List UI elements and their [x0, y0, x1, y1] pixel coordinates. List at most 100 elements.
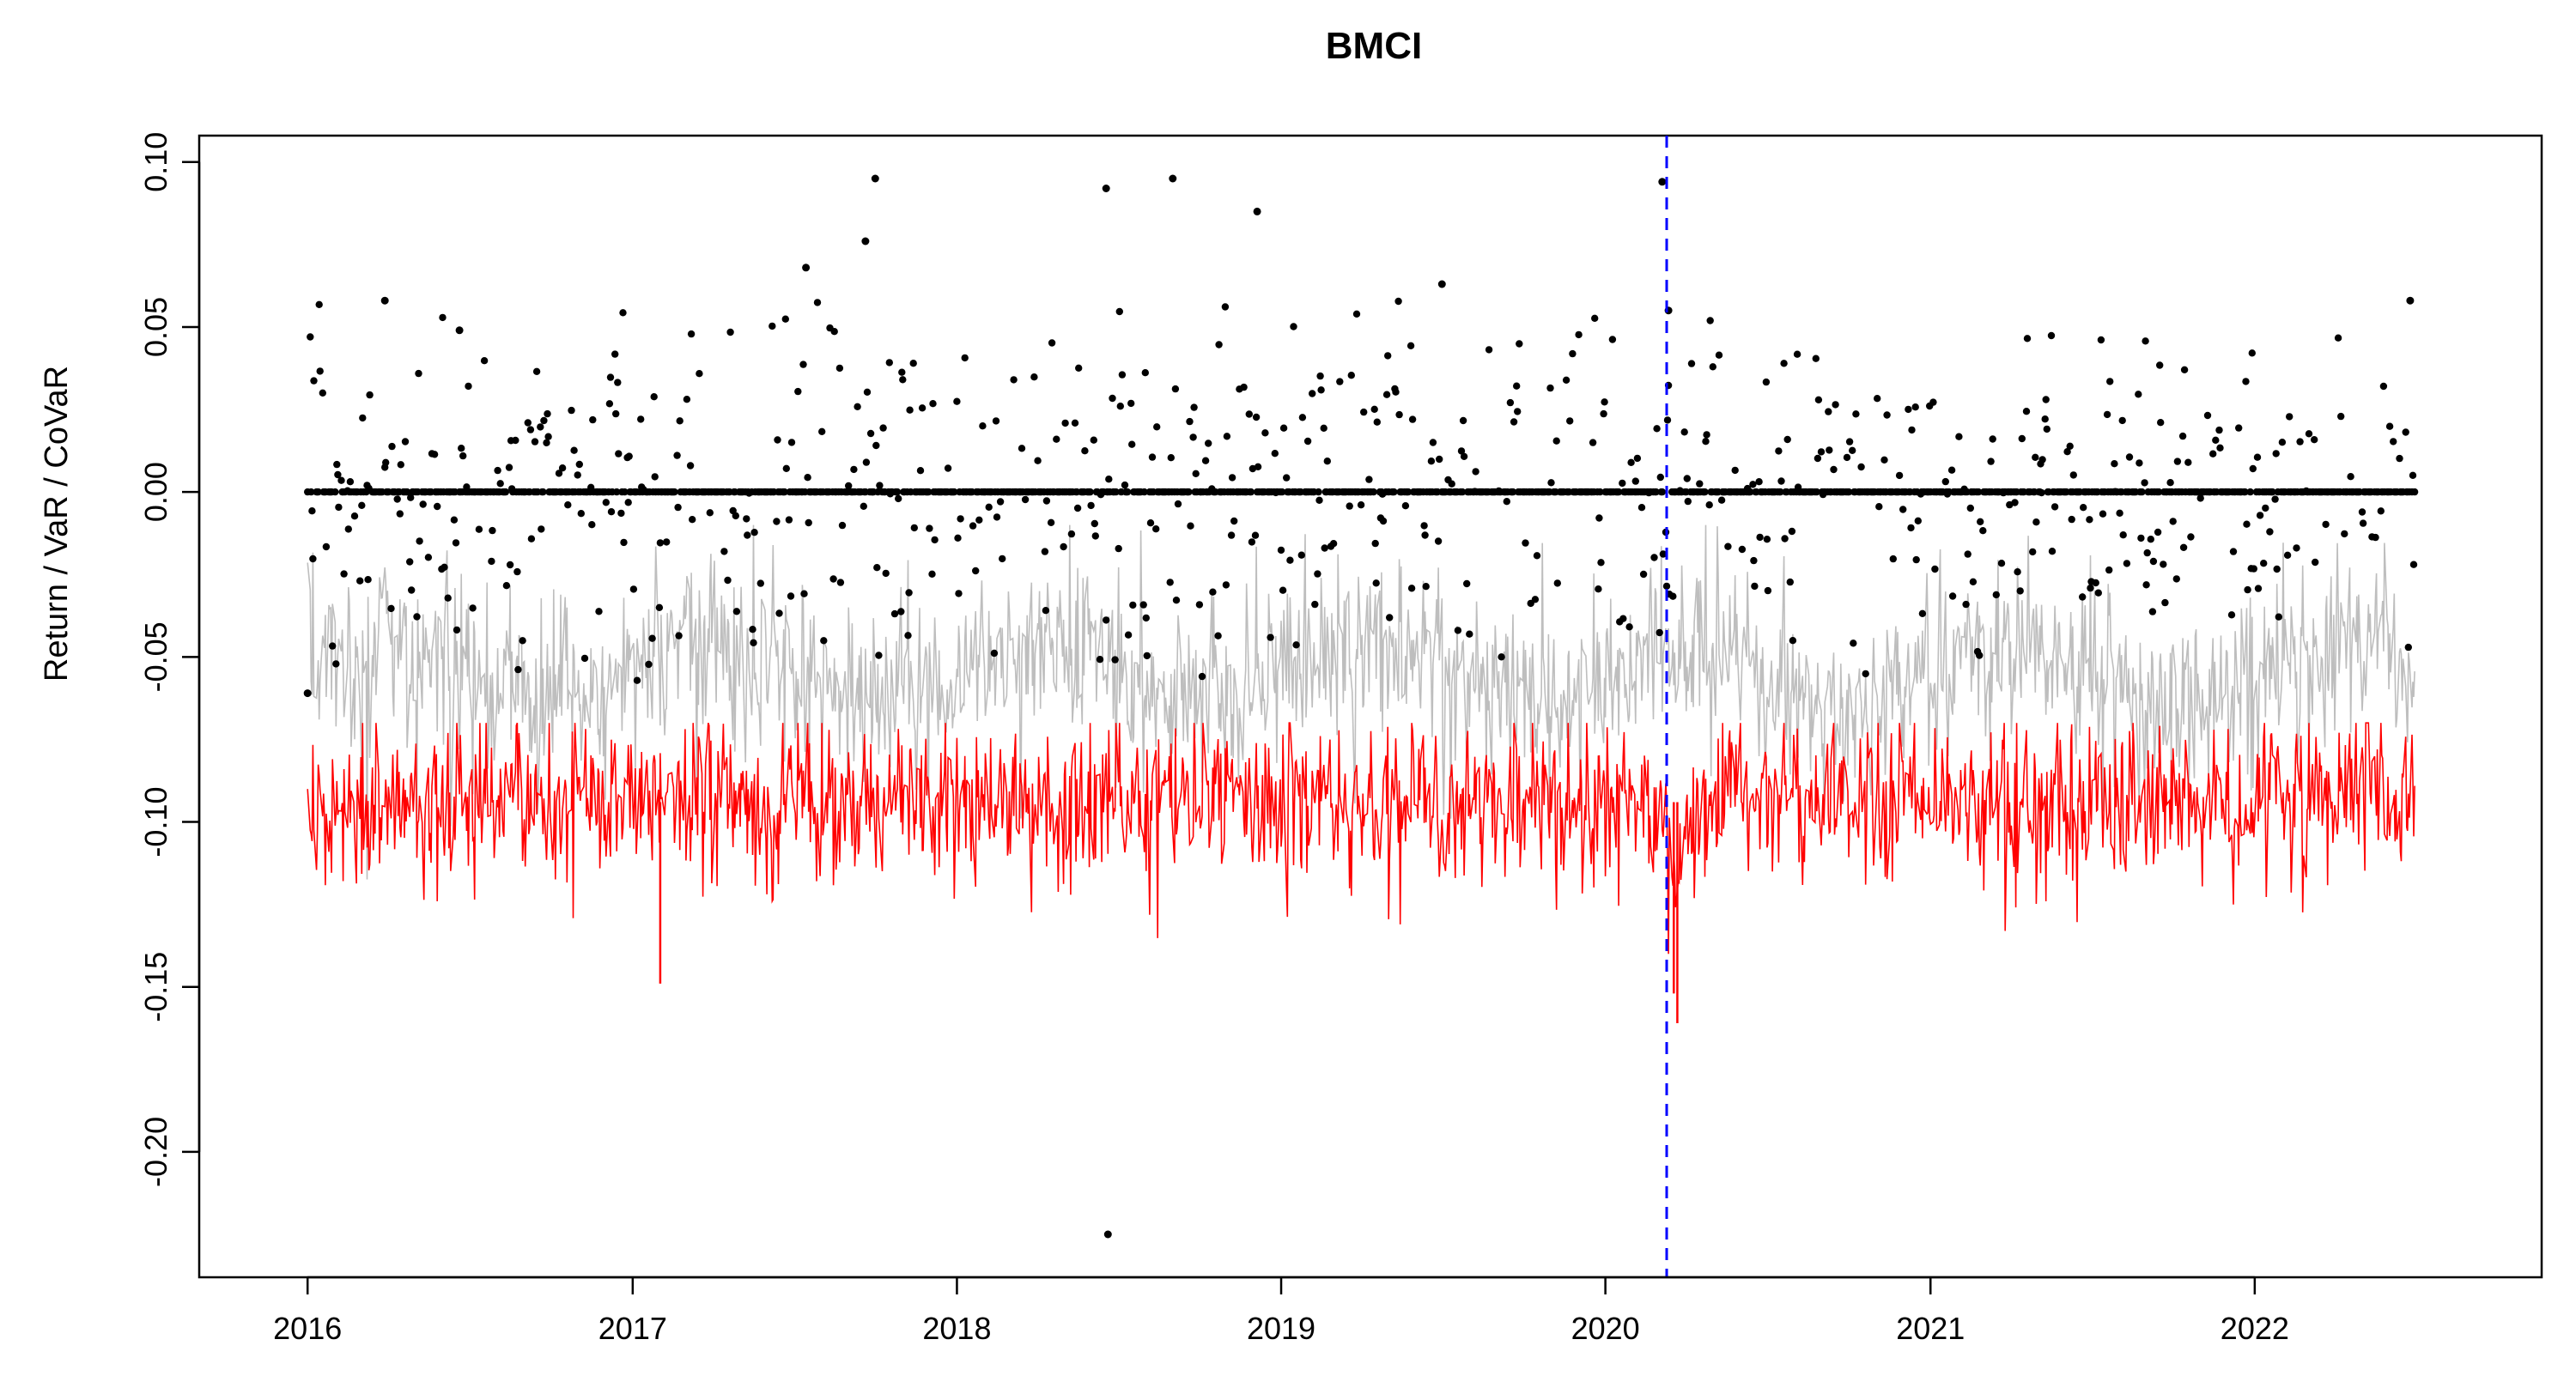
- return-point: [2154, 528, 2162, 536]
- return-point: [337, 476, 345, 484]
- return-point: [2103, 410, 2111, 419]
- return-point: [1546, 384, 1554, 392]
- return-point: [961, 354, 969, 362]
- return-point: [1227, 531, 1236, 539]
- return-point: [1516, 340, 1523, 348]
- return-point: [527, 535, 536, 542]
- return-point: [1522, 539, 1529, 547]
- return-point: [1041, 548, 1049, 555]
- return-point: [906, 406, 914, 414]
- return-point: [496, 480, 504, 488]
- return-point: [1228, 474, 1236, 482]
- return-point: [382, 458, 390, 466]
- return-point: [319, 389, 326, 397]
- return-point: [2068, 515, 2075, 524]
- return-point: [387, 604, 395, 613]
- return-point: [1067, 530, 1076, 538]
- return-point: [332, 660, 340, 668]
- y-tick-label: 0.10: [138, 132, 173, 192]
- return-point: [872, 441, 880, 450]
- return-point: [322, 542, 331, 551]
- return-point: [1832, 401, 1839, 409]
- return-point: [650, 393, 658, 401]
- return-point: [975, 516, 983, 524]
- return-point: [1566, 417, 1574, 425]
- return-point: [580, 654, 589, 663]
- return-point: [1261, 429, 1269, 437]
- return-point: [1569, 349, 1577, 358]
- return-point: [1781, 535, 1789, 542]
- return-point: [1103, 1230, 1112, 1239]
- return-point: [2254, 585, 2263, 592]
- covar-series: [307, 722, 2415, 1024]
- return-point: [999, 555, 1006, 563]
- return-point: [494, 466, 501, 475]
- return-point: [2094, 589, 2102, 597]
- return-point: [1509, 488, 1517, 496]
- return-point: [1148, 453, 1157, 461]
- return-point: [1267, 633, 1274, 641]
- return-point: [918, 404, 927, 412]
- return-point: [407, 494, 415, 501]
- return-point: [1762, 378, 1771, 386]
- return-point: [310, 377, 318, 385]
- return-point: [890, 609, 899, 618]
- return-point: [1817, 448, 1826, 456]
- return-point: [1146, 519, 1155, 527]
- return-point: [1109, 394, 1116, 403]
- return-point: [2050, 503, 2059, 511]
- return-point: [1976, 652, 1984, 659]
- return-point: [785, 516, 793, 524]
- x-tick-label: 2021: [1896, 1311, 1965, 1346]
- return-point: [2080, 504, 2087, 512]
- return-point: [2032, 453, 2039, 461]
- return-point: [2169, 518, 2177, 525]
- return-point: [1764, 586, 1772, 595]
- return-point: [1329, 540, 1338, 548]
- return-point: [2137, 534, 2145, 542]
- return-point: [434, 502, 441, 511]
- return-point: [488, 557, 495, 566]
- return-point: [1907, 524, 1915, 532]
- return-point: [308, 507, 316, 515]
- return-point: [1230, 517, 1238, 525]
- return-point: [1969, 578, 1978, 585]
- return-point: [2143, 549, 2151, 557]
- return-point: [1186, 417, 1194, 426]
- return-point: [2041, 415, 2049, 423]
- return-point: [787, 439, 796, 446]
- return-point: [1316, 372, 1324, 380]
- return-point: [655, 603, 664, 611]
- return-point: [1992, 591, 2000, 599]
- return-point: [1749, 481, 1757, 488]
- return-point: [916, 467, 925, 475]
- return-point: [1371, 539, 1379, 548]
- return-point: [1680, 428, 1688, 436]
- return-point: [673, 452, 681, 459]
- return-point: [1619, 615, 1627, 622]
- return-point: [1395, 410, 1403, 419]
- return-point: [315, 300, 323, 308]
- return-point: [1102, 185, 1110, 192]
- return-point: [862, 458, 871, 466]
- return-point: [1321, 544, 1328, 552]
- return-point: [465, 382, 472, 391]
- return-point: [358, 501, 366, 509]
- return-point: [589, 415, 597, 424]
- return-point: [2105, 566, 2113, 574]
- return-point: [706, 509, 714, 517]
- return-point: [401, 438, 410, 445]
- return-point: [524, 419, 532, 427]
- return-point: [595, 608, 603, 615]
- return-point: [2260, 560, 2268, 567]
- y-tick-label: 0.05: [138, 297, 173, 357]
- return-point: [1899, 506, 1907, 513]
- return-point: [838, 521, 847, 530]
- return-point: [1010, 376, 1018, 384]
- return-point: [2097, 336, 2105, 344]
- return-point: [1575, 330, 1583, 339]
- return-point: [544, 409, 551, 418]
- return-point: [1406, 342, 1415, 349]
- return-point: [334, 470, 342, 479]
- return-point: [2248, 349, 2256, 357]
